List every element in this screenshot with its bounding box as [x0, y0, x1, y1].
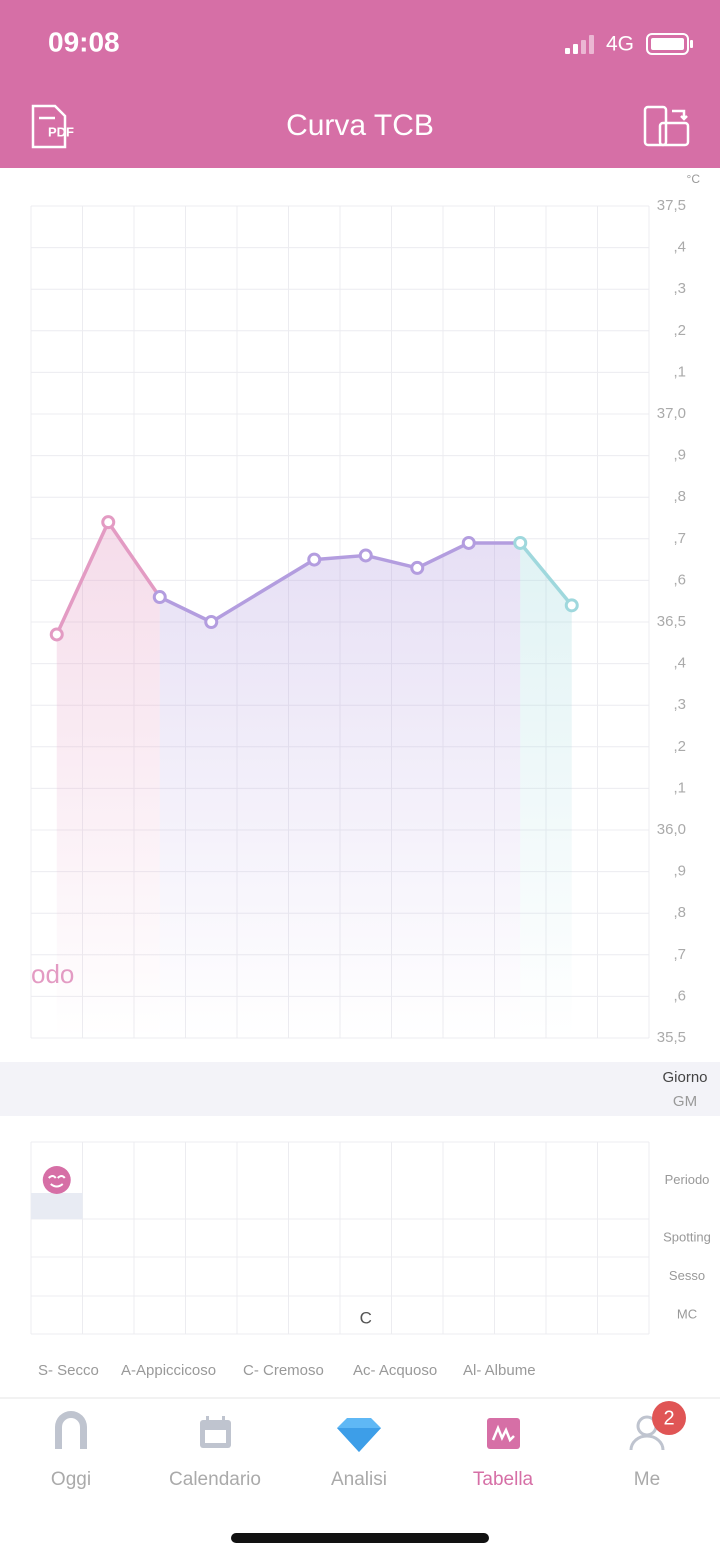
legend-item: A-Appiccicoso	[121, 1362, 216, 1379]
legend-item: Ac- Acquoso	[353, 1362, 437, 1379]
y-tick-label: 35,5	[657, 1029, 686, 1046]
period-icon	[42, 1166, 71, 1194]
y-tick-label: ,4	[673, 655, 686, 672]
data-point	[410, 560, 425, 575]
signal-icon	[565, 35, 594, 54]
y-tick-label: 37,0	[657, 405, 686, 422]
data-point	[461, 535, 476, 550]
y-tick-label: ,2	[673, 322, 686, 339]
chart-lines	[49, 515, 579, 642]
y-tick-label: ,8	[673, 488, 686, 505]
y-tick-label: ,8	[673, 904, 686, 921]
battery-icon	[646, 33, 693, 55]
y-tick-label: 36,0	[657, 821, 686, 838]
data-point	[152, 590, 167, 605]
series-area	[520, 542, 572, 1038]
period-annotation: odo	[31, 959, 74, 989]
data-point	[358, 548, 373, 563]
y-tick-label: ,4	[673, 239, 686, 256]
data-point	[564, 598, 579, 613]
y-tick-label: 37,5	[657, 197, 686, 214]
date-row	[0, 1062, 720, 1116]
row-label: Spotting	[663, 1229, 711, 1244]
y-tick-label: ,7	[673, 530, 686, 547]
data-point	[49, 627, 64, 642]
y-tick-label: ,6	[673, 571, 686, 588]
header-title: Curva TCB	[286, 109, 434, 142]
symptom-table: Periodo Spotting Sesso MC C	[30, 1141, 711, 1335]
y-tick-label: ,1	[673, 779, 686, 796]
legend-item: C- Cremoso	[243, 1362, 324, 1379]
data-point	[307, 552, 322, 567]
data-point	[101, 515, 116, 530]
icon-analisi	[337, 1418, 381, 1452]
period-face	[48, 1175, 66, 1188]
y-tick-label: 36,5	[657, 613, 686, 630]
icon-tabella	[487, 1418, 520, 1449]
row-label: Periodo	[665, 1172, 710, 1187]
y-tick-label: ,3	[673, 280, 686, 297]
status-time: 09:08	[48, 26, 120, 57]
nav-label[interactable]: Calendario	[169, 1469, 261, 1490]
legend-item: Al- Albume	[463, 1362, 536, 1379]
period-cell	[31, 1193, 83, 1219]
icon-calendario	[200, 1416, 231, 1448]
y-tick-label: ,2	[673, 738, 686, 755]
badge-count: 2	[663, 1407, 674, 1429]
data-point	[513, 535, 528, 550]
x-axis-label: Giorno	[662, 1069, 707, 1086]
row-label: MC	[677, 1306, 697, 1321]
header-bar	[0, 0, 720, 168]
legend-item: S- Secco	[38, 1362, 99, 1379]
y-tick-label: ,7	[673, 946, 686, 963]
series-area	[56, 522, 160, 1038]
series-area	[159, 542, 521, 1038]
nav-label[interactable]: Me	[634, 1469, 660, 1490]
nav-label[interactable]: Tabella	[473, 1469, 534, 1490]
nav-label[interactable]: Oggi	[51, 1469, 91, 1490]
y-tick-label: ,9	[673, 447, 686, 464]
cycle-label: GM	[673, 1093, 697, 1110]
icon-oggi	[55, 1411, 87, 1449]
home-indicator	[231, 1533, 489, 1543]
y-tick-label: ,9	[673, 863, 686, 880]
pdf-label: PDF	[48, 124, 74, 139]
status-network: 4G	[606, 33, 634, 56]
y-tick-label: ,6	[673, 987, 686, 1004]
mucus-legend: S- Secco A-Appiccicoso C- Cremoso Ac- Acquo…	[38, 1362, 536, 1379]
mucus-entry: C	[360, 1308, 372, 1327]
y-tick-label: ,3	[673, 696, 686, 713]
rotate-button[interactable]	[643, 105, 690, 147]
unit-label: °C	[687, 172, 701, 186]
badge	[652, 1401, 686, 1435]
nav-label[interactable]: Analisi	[331, 1469, 387, 1490]
chart-areas	[56, 522, 572, 1038]
series-line	[518, 541, 574, 607]
row-label: Sesso	[669, 1268, 705, 1283]
data-point	[204, 615, 219, 629]
y-tick-label: ,1	[673, 363, 686, 380]
bottom-nav: Oggi Calendario Analisi Tabella Me 2	[51, 1401, 686, 1490]
pdf-button[interactable]: PDF	[31, 104, 74, 149]
